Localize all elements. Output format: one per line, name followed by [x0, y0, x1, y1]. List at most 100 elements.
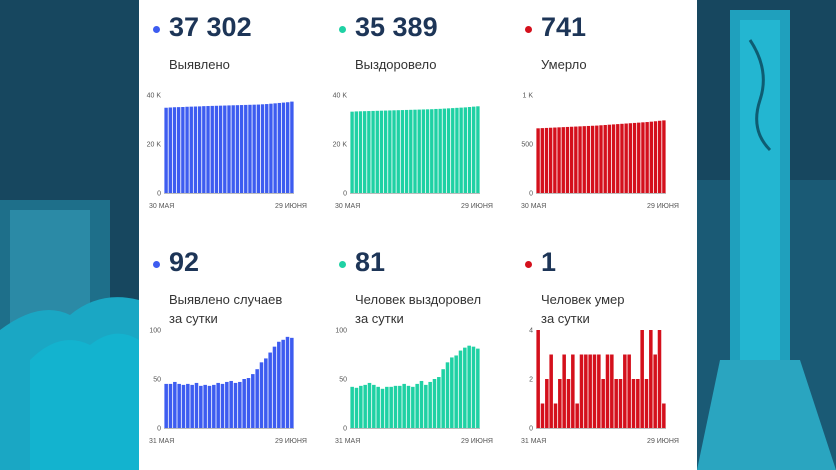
chart-bar[interactable] [605, 354, 610, 429]
chart-bar[interactable] [358, 111, 363, 193]
chart-bar[interactable] [273, 103, 277, 193]
chart-bar[interactable] [256, 104, 261, 193]
chart-bar[interactable] [548, 127, 553, 193]
chart-bar[interactable] [445, 362, 450, 428]
chart-bar[interactable] [363, 384, 367, 428]
chart-bar[interactable] [404, 109, 409, 193]
chart-bar[interactable] [367, 382, 372, 428]
chart-bar[interactable] [379, 110, 384, 193]
chart-bar[interactable] [421, 109, 426, 193]
chart-bar[interactable] [242, 379, 246, 428]
chart-bar[interactable] [540, 403, 545, 429]
chart-bar[interactable] [235, 105, 240, 193]
chart-bar[interactable] [640, 330, 644, 428]
chart-bar[interactable] [233, 382, 238, 428]
chart-bar[interactable] [463, 107, 468, 193]
chart-bar[interactable] [202, 106, 206, 193]
chart-bar[interactable] [658, 120, 662, 193]
chart-bar[interactable] [398, 385, 402, 428]
chart-bar[interactable] [406, 385, 411, 428]
chart-bar[interactable] [388, 110, 392, 193]
chart-bar[interactable] [561, 127, 565, 193]
chart-bar[interactable] [607, 124, 612, 193]
chart-bar[interactable] [229, 380, 233, 428]
chart-bar[interactable] [618, 379, 623, 428]
chart-bar[interactable] [413, 109, 417, 193]
chart-bar[interactable] [354, 387, 359, 428]
chart-bar[interactable] [173, 381, 177, 428]
chart-bar[interactable] [168, 383, 173, 428]
chart-bar[interactable] [172, 107, 177, 193]
chart-bar[interactable] [286, 102, 290, 193]
chart-bar[interactable] [425, 109, 430, 193]
chart-bar[interactable] [610, 354, 614, 429]
chart-bar[interactable] [611, 124, 616, 193]
chart-bar[interactable] [223, 105, 227, 193]
chart-bar[interactable] [367, 111, 371, 193]
chart-bar[interactable] [251, 374, 255, 428]
chart-bar[interactable] [216, 382, 220, 428]
chart-bar[interactable] [389, 386, 393, 428]
chart-bar[interactable] [218, 105, 223, 193]
chart-bar[interactable] [409, 109, 413, 193]
chart-bar[interactable] [614, 379, 618, 428]
chart-bar[interactable] [574, 126, 578, 193]
chart-bar[interactable] [657, 330, 662, 428]
chart-bar[interactable] [442, 108, 447, 193]
chart-bar[interactable] [578, 126, 582, 193]
chart-bar[interactable] [437, 377, 441, 428]
chart-bar[interactable] [350, 386, 354, 428]
chart-bar[interactable] [592, 354, 597, 429]
chart-bar[interactable] [186, 383, 190, 428]
chart-bar[interactable] [164, 107, 168, 193]
chart-bar[interactable] [553, 403, 558, 429]
chart-bar[interactable] [220, 383, 225, 428]
chart-bar[interactable] [569, 126, 574, 193]
chart-bar[interactable] [450, 357, 454, 428]
chart-bar[interactable] [290, 101, 294, 193]
chart-bar[interactable] [248, 104, 252, 193]
chart-bar[interactable] [189, 106, 193, 193]
chart-bar[interactable] [601, 379, 605, 428]
chart-bar[interactable] [557, 127, 561, 193]
chart-bar[interactable] [269, 103, 273, 193]
chart-bar[interactable] [281, 102, 286, 193]
chart-bar[interactable] [393, 385, 398, 428]
chart-bar[interactable] [212, 384, 216, 428]
chart-bar[interactable] [411, 386, 415, 428]
chart-bar[interactable] [419, 380, 424, 428]
chart-bar[interactable] [424, 384, 428, 428]
chart-bar[interactable] [238, 381, 242, 428]
chart-bar[interactable] [260, 104, 265, 193]
chart-bar[interactable] [214, 105, 219, 193]
chart-bar[interactable] [380, 388, 385, 428]
chart-bar[interactable] [620, 123, 624, 193]
chart-bar[interactable] [415, 383, 419, 428]
chart-bar[interactable] [662, 403, 666, 429]
chart-bar[interactable] [595, 125, 599, 193]
chart-bar[interactable] [164, 383, 168, 428]
chart-bar[interactable] [616, 124, 620, 193]
chart-bar[interactable] [471, 346, 476, 428]
chart-bar[interactable] [290, 337, 294, 428]
chart-bar[interactable] [193, 106, 198, 193]
chart-bar[interactable] [575, 403, 579, 429]
chart-bar[interactable] [400, 110, 405, 193]
chart-bar[interactable] [434, 108, 438, 193]
chart-bar[interactable] [285, 336, 290, 428]
chart-bar[interactable] [624, 123, 628, 193]
chart-bar[interactable] [545, 379, 549, 428]
chart-bar[interactable] [467, 345, 471, 428]
chart-bar[interactable] [432, 379, 437, 428]
chart-bar[interactable] [641, 122, 645, 193]
chart-bar[interactable] [562, 354, 566, 429]
chart-bar[interactable] [396, 110, 400, 193]
chart-bar[interactable] [197, 106, 202, 193]
chart-bar[interactable] [590, 125, 595, 193]
chart-bar[interactable] [375, 110, 379, 193]
chart-bar[interactable] [628, 123, 633, 193]
chart-bar[interactable] [231, 105, 235, 193]
chart-bar[interactable] [277, 341, 281, 428]
chart-bar[interactable] [455, 107, 459, 193]
chart-bar[interactable] [579, 354, 584, 429]
